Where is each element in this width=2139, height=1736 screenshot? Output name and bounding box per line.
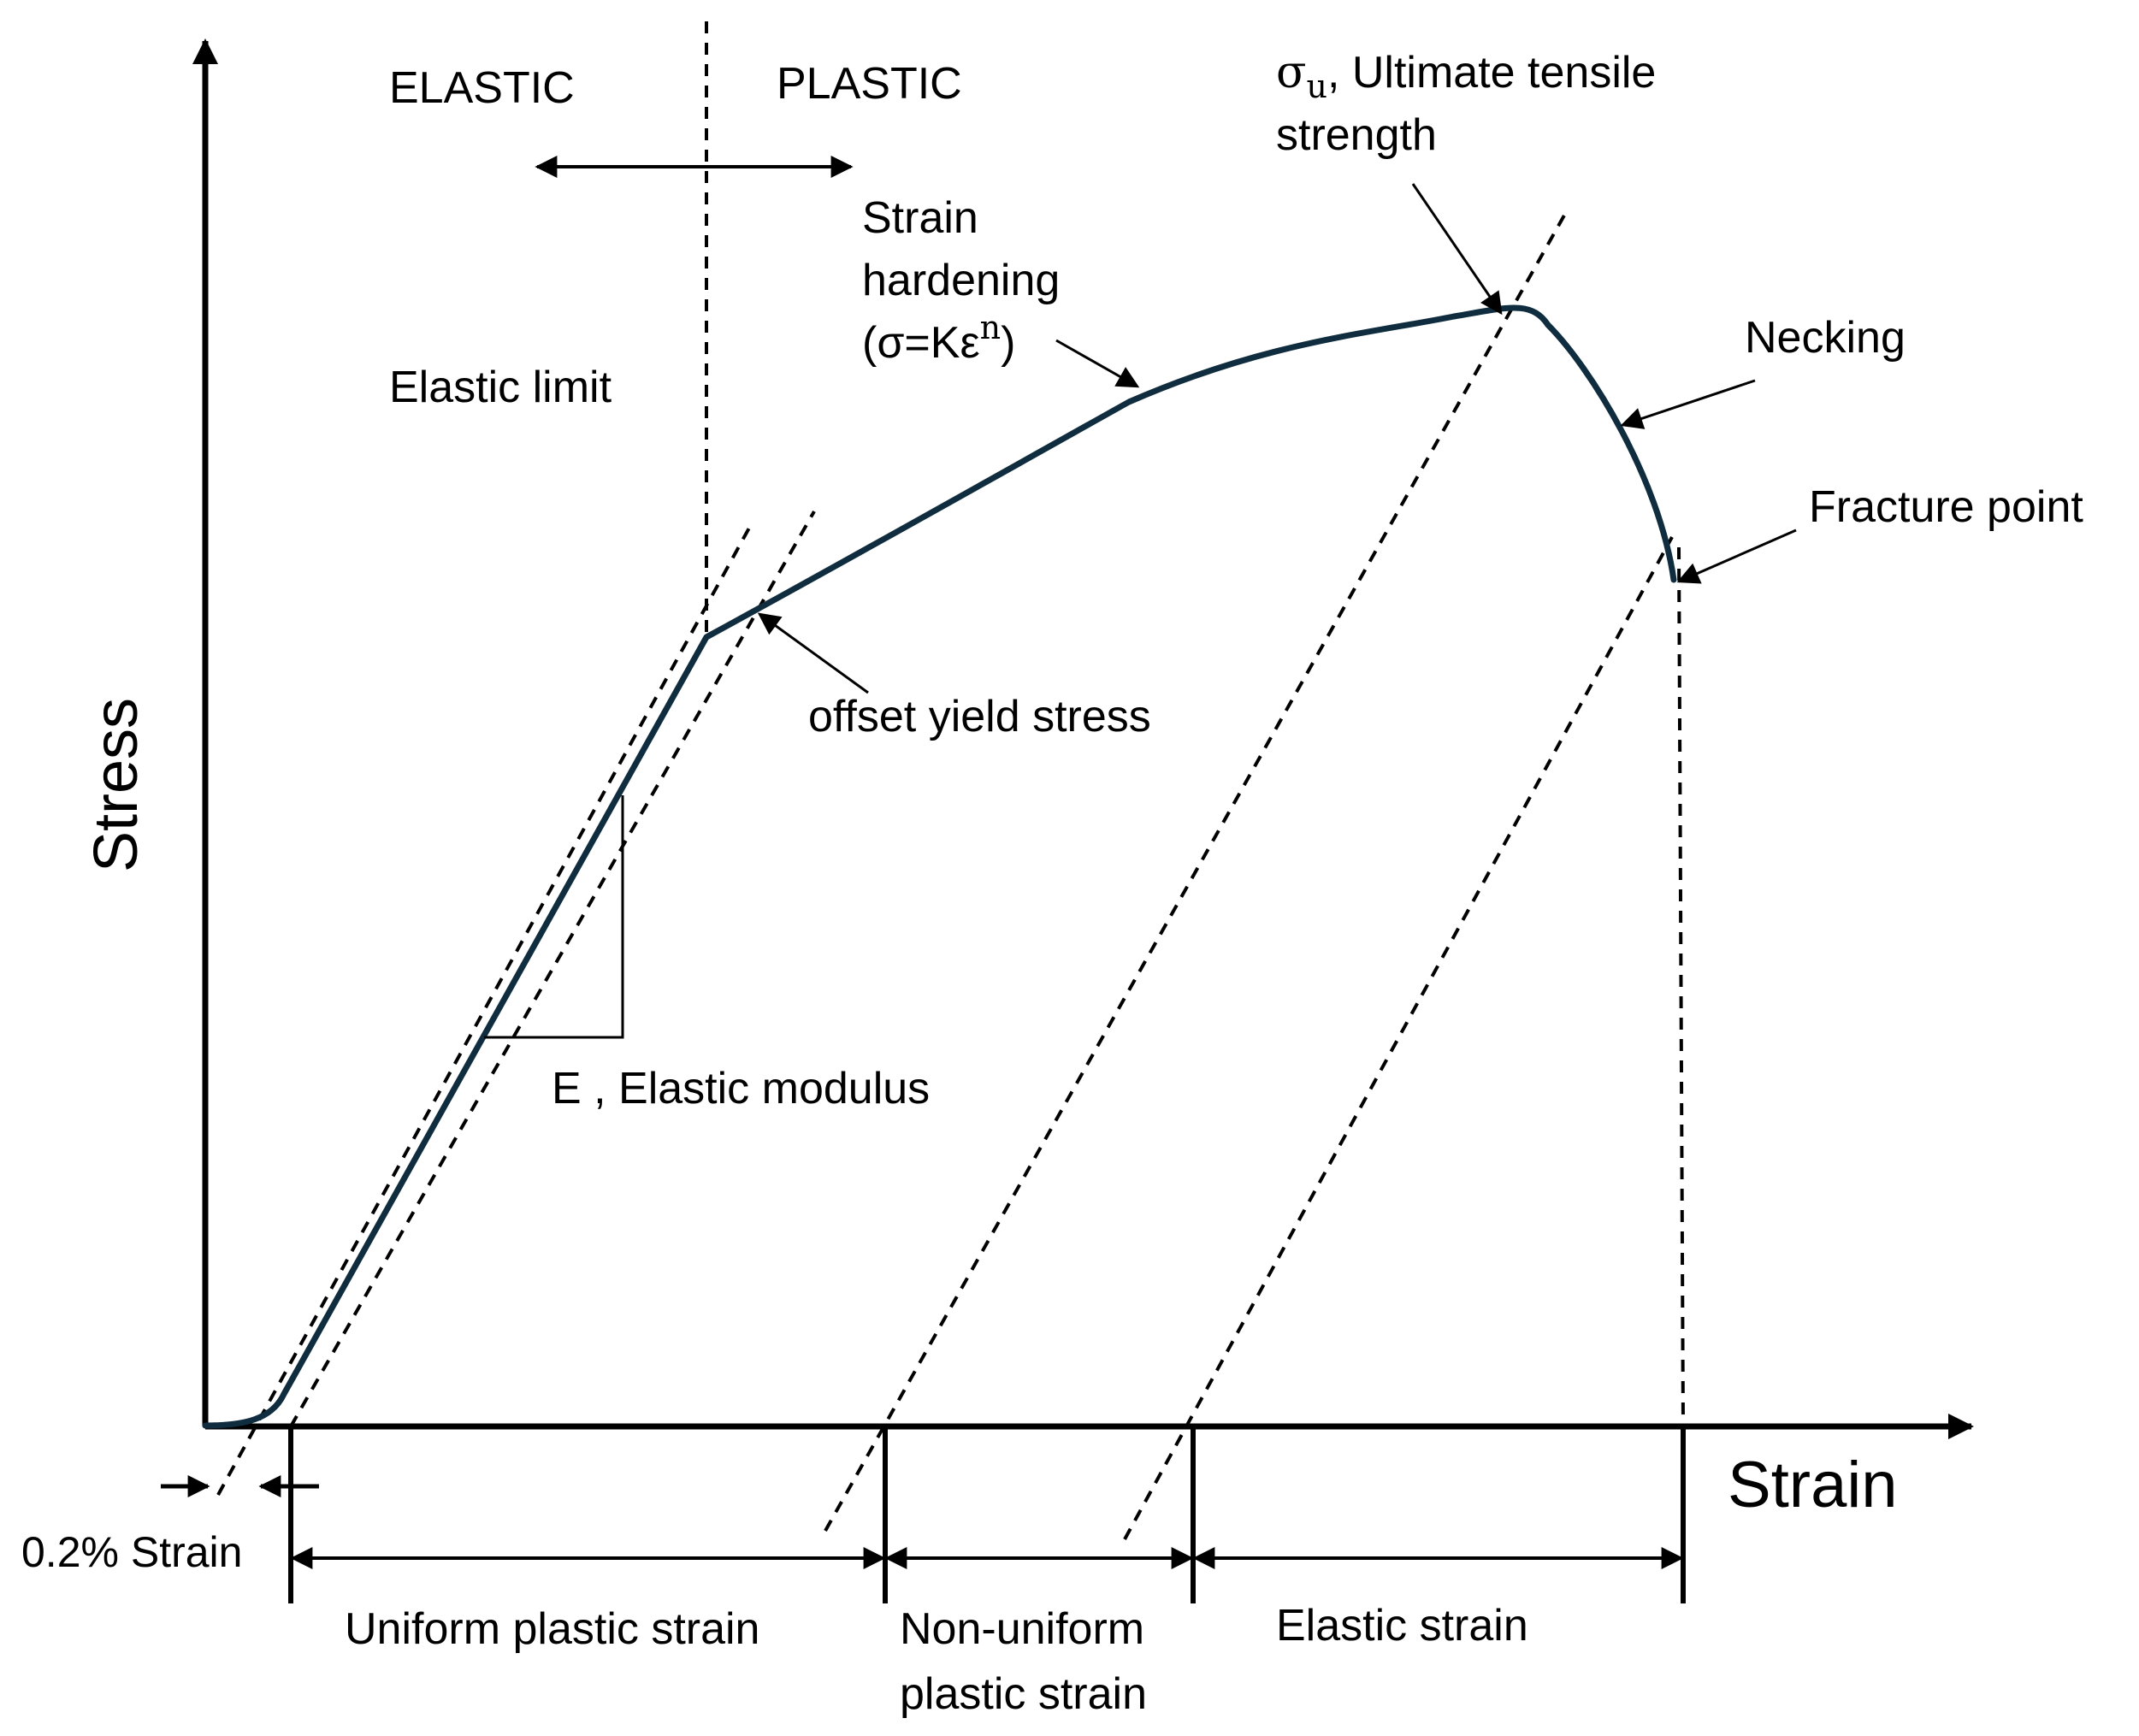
stress-axis-label: Stress — [82, 698, 151, 872]
fracture-callout-arrow — [1676, 528, 1797, 584]
strain-hardening-label-line2: hardening — [862, 256, 1060, 305]
offset-yield-callout-arrow — [757, 612, 869, 694]
strain-hardening-callout-arrow — [1055, 339, 1140, 388]
necking-callout-arrow — [1620, 379, 1756, 429]
nonuniform-plastic-strain-label-line2: plastic strain — [900, 1669, 1147, 1719]
formula-base: (σ=Kε — [862, 318, 980, 368]
offset-yield-stress-label: offset yield stress — [808, 692, 1151, 741]
strain-hardening-formula: (σ=Kεn) — [862, 309, 1015, 368]
necking-label: Necking — [1745, 313, 1906, 363]
nonuniform-plastic-strain-label-line1: Non-uniform — [900, 1604, 1144, 1654]
elastic-extension-line — [216, 521, 754, 1496]
strain-axis-label: Strain — [1728, 1449, 1898, 1521]
fracture-unloading-line — [1123, 536, 1674, 1540]
fracture-drop-line — [1677, 546, 1685, 1427]
uniform-plastic-strain-label: Uniform plastic strain — [345, 1604, 759, 1654]
formula-close: ) — [1001, 318, 1015, 368]
uts-callout-arrow — [1411, 183, 1503, 316]
strain-hardening-label-line1: Strain — [862, 193, 978, 243]
elastic-limit-label: Elastic limit — [389, 363, 612, 412]
offset-yield-line — [289, 511, 816, 1427]
plastic-region-label: PLASTIC — [777, 59, 962, 109]
elastic-strain-label: Elastic strain — [1276, 1601, 1528, 1650]
offset-strain-label: 0.2% Strain — [21, 1528, 242, 1576]
stress-strain-curve — [202, 304, 1677, 1429]
uts-label-line1: σu, Ultimate tensile — [1276, 47, 1656, 105]
elastic-modulus-slope-triangle — [484, 795, 624, 1039]
sigma-subscript: u — [1307, 68, 1327, 105]
uts-text: , Ultimate tensile — [1327, 48, 1656, 97]
formula-exponent: n — [980, 309, 1001, 346]
elastic-modulus-label: E , Elastic modulus — [552, 1064, 930, 1113]
uts-label-line2: strength — [1276, 110, 1437, 160]
fracture-point-label: Fracture point — [1809, 482, 2083, 532]
elastic-region-label: ELASTIC — [389, 63, 575, 113]
sigma-symbol: σ — [1276, 47, 1307, 98]
uts-unloading-line — [824, 213, 1567, 1532]
